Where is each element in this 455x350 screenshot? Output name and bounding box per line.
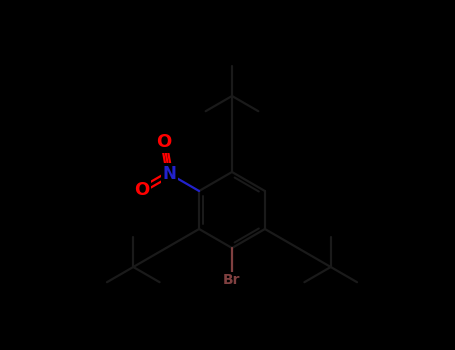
Text: O: O: [156, 133, 172, 151]
Text: O: O: [134, 181, 149, 199]
Text: Br: Br: [223, 273, 241, 287]
Text: N: N: [162, 165, 177, 183]
